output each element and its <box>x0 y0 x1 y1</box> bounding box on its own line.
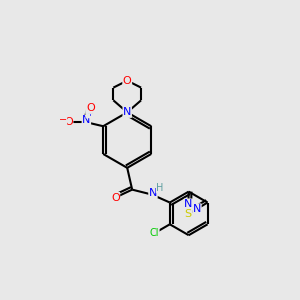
Text: N: N <box>82 115 91 125</box>
Text: Cl: Cl <box>150 228 159 238</box>
Text: O: O <box>123 76 132 85</box>
Text: N: N <box>184 199 193 209</box>
Text: N: N <box>149 188 157 198</box>
Text: O: O <box>86 103 95 113</box>
Text: N: N <box>123 107 131 117</box>
Text: O: O <box>64 117 73 127</box>
Text: O: O <box>111 193 120 202</box>
Text: S: S <box>185 209 192 219</box>
Text: N: N <box>193 204 201 214</box>
Text: H: H <box>156 183 164 193</box>
Text: +: + <box>86 109 93 118</box>
Text: −: − <box>58 115 67 125</box>
